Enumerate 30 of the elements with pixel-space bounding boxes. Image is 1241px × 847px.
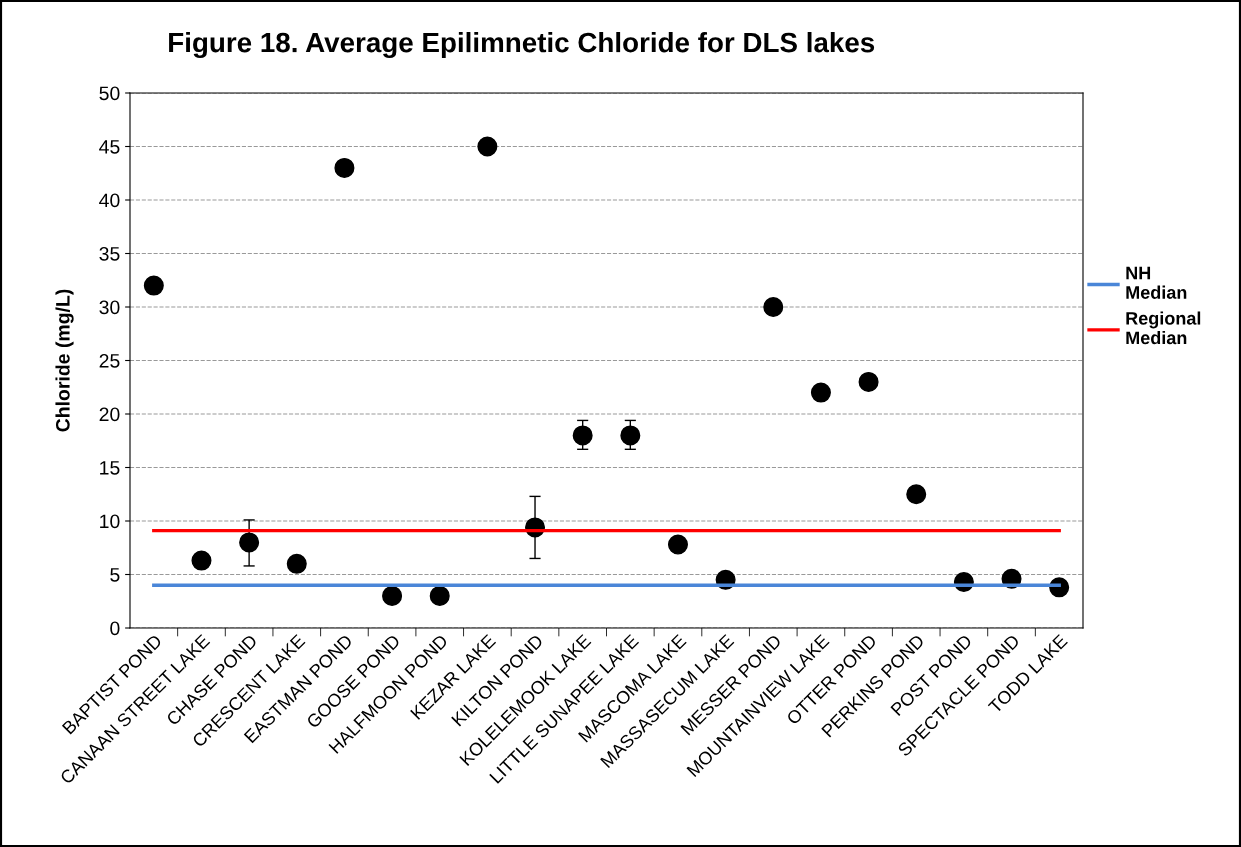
point xyxy=(286,553,307,574)
point xyxy=(477,136,498,157)
y-tick-label: 0 xyxy=(110,621,120,636)
y-axis-title: Chloride (mg/L) xyxy=(55,289,74,432)
y-tick-label: 45 xyxy=(99,140,120,154)
chart-title: Figure 18. Average Epilimnetic Chloride for DLS lakes xyxy=(169,31,875,59)
y-tick-label: 35 xyxy=(99,246,120,261)
point xyxy=(239,532,260,553)
y-tick-label: 15 xyxy=(100,461,120,475)
y-tick-label: 50 xyxy=(99,86,120,101)
y-tick-label: 10 xyxy=(100,514,120,529)
y-tick-label: 40 xyxy=(99,193,120,208)
point xyxy=(143,275,164,296)
legend-label: NH Median xyxy=(1126,266,1187,299)
point xyxy=(572,425,593,446)
point xyxy=(667,534,688,555)
point xyxy=(858,371,879,392)
y-tick-label: 20 xyxy=(99,407,120,422)
point xyxy=(429,585,450,606)
point xyxy=(382,585,403,606)
point xyxy=(334,157,355,178)
point xyxy=(763,296,784,318)
legend-label: Regional Median xyxy=(1126,311,1201,345)
y-tick-label: 30 xyxy=(99,300,120,315)
point xyxy=(620,425,641,446)
y-tick-label: 5 xyxy=(110,568,120,582)
point xyxy=(906,484,927,505)
y-tick-label: 25 xyxy=(99,353,120,368)
point xyxy=(810,382,831,403)
point xyxy=(191,550,212,571)
